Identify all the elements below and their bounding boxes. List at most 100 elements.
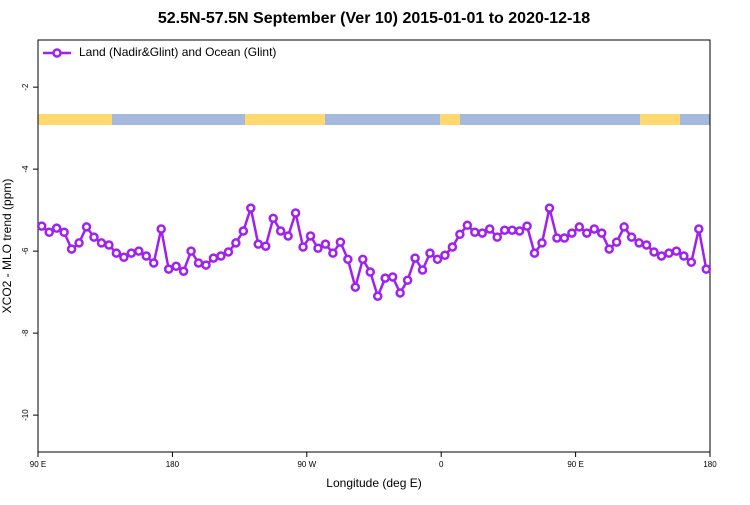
data-point xyxy=(484,224,495,234)
data-point xyxy=(119,252,129,263)
data-point xyxy=(499,225,510,235)
data-point xyxy=(343,254,353,265)
data-point xyxy=(313,243,323,254)
data-point xyxy=(201,260,211,270)
data-point xyxy=(626,232,637,242)
data-point xyxy=(268,213,278,224)
data-point xyxy=(305,231,316,241)
data-point xyxy=(462,220,473,231)
data-point xyxy=(178,266,189,276)
data-point xyxy=(208,253,219,263)
data-point xyxy=(611,237,622,247)
data-point xyxy=(649,247,659,257)
data-point xyxy=(567,228,577,238)
data-point xyxy=(522,221,532,231)
data-point xyxy=(51,223,62,233)
data-point xyxy=(283,231,293,241)
x-tick-label: 90 W xyxy=(297,460,316,469)
data-point xyxy=(104,240,114,250)
data-point xyxy=(350,282,361,292)
data-point xyxy=(387,272,398,282)
data-point xyxy=(604,244,614,254)
data-point xyxy=(66,244,77,254)
data-point xyxy=(320,239,331,249)
data-point xyxy=(537,238,547,248)
data-point xyxy=(246,203,256,213)
data-point xyxy=(477,228,488,238)
data-point xyxy=(156,224,166,234)
data-point xyxy=(81,222,92,232)
ocean-strip xyxy=(112,114,245,125)
data-point xyxy=(148,258,159,268)
data-point xyxy=(686,257,697,267)
y-tick-label: -8 xyxy=(21,329,30,337)
data-point xyxy=(634,238,644,248)
data-point xyxy=(529,248,540,258)
data-point xyxy=(694,224,704,234)
data-point xyxy=(290,208,301,218)
data-point xyxy=(328,248,338,258)
ocean-strip xyxy=(460,114,640,125)
data-point xyxy=(365,267,376,277)
data-point xyxy=(96,238,107,248)
x-tick-label: 90 E xyxy=(30,460,46,469)
data-point xyxy=(425,248,435,258)
data-point xyxy=(44,227,54,238)
data-point xyxy=(193,258,204,268)
x-tick-label: 180 xyxy=(166,460,180,469)
data-point xyxy=(298,242,308,252)
data-point xyxy=(619,222,629,232)
data-point xyxy=(163,264,174,274)
data-point xyxy=(335,237,346,247)
data-point xyxy=(89,232,99,242)
data-point xyxy=(656,251,667,261)
data-point xyxy=(372,291,383,301)
data-point xyxy=(223,247,234,257)
data-point xyxy=(664,248,674,258)
data-point xyxy=(238,226,249,236)
data-point xyxy=(596,228,607,238)
x-tick-label: 90 E xyxy=(567,460,583,469)
data-point xyxy=(126,248,137,258)
data-point xyxy=(574,222,585,232)
y-tick-label: -6 xyxy=(21,247,30,255)
data-point xyxy=(410,253,420,263)
data-point xyxy=(216,251,226,261)
data-point xyxy=(380,273,390,283)
data-point xyxy=(111,248,122,258)
legend-marker xyxy=(52,48,62,58)
data-point xyxy=(260,241,271,251)
data-point xyxy=(589,224,600,234)
data-point xyxy=(559,233,570,243)
data-point xyxy=(186,246,196,256)
data-point xyxy=(417,265,428,275)
data-point xyxy=(492,232,502,242)
data-point xyxy=(455,229,465,240)
data-point xyxy=(59,227,69,238)
x-axis-label: Longitude (deg E) xyxy=(326,476,421,490)
plot-frame xyxy=(37,39,711,453)
ocean-strip xyxy=(325,114,440,125)
data-point xyxy=(701,264,712,274)
data-point xyxy=(514,226,525,236)
data-point xyxy=(641,240,652,250)
data-point xyxy=(544,203,555,213)
data-point xyxy=(582,228,592,238)
data-point xyxy=(671,246,682,256)
data-point xyxy=(402,275,413,285)
y-tick-label: -10 xyxy=(21,409,30,421)
data-point xyxy=(231,238,241,248)
ocean-strip xyxy=(680,114,710,125)
legend-label: Land (Nadir&Glint) and Ocean (Glint) xyxy=(79,45,276,59)
data-point xyxy=(432,254,443,265)
data-point xyxy=(679,251,689,261)
data-point xyxy=(552,233,562,243)
data-point xyxy=(507,225,517,235)
data-point xyxy=(141,251,152,261)
data-point xyxy=(275,226,286,236)
x-tick-label: 180 xyxy=(703,460,717,469)
y-tick-label: -4 xyxy=(21,165,30,173)
data-point xyxy=(134,246,144,256)
data-point xyxy=(36,221,47,231)
